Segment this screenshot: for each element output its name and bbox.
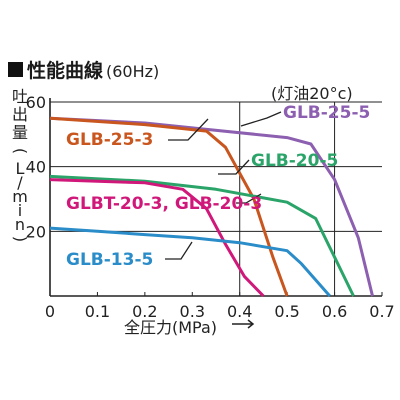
condition-note: (灯油20°c): [271, 84, 353, 103]
x-tick-label: 0.6: [322, 302, 347, 321]
y-axis-label-char: ): [11, 236, 30, 242]
y-axis-label-char: 出: [12, 105, 28, 124]
x-tick-label: 0.1: [85, 302, 110, 321]
y-axis-label-char: n: [15, 215, 25, 234]
series-leader-line: [165, 241, 193, 260]
y-axis-label-char: 吐: [12, 87, 28, 106]
series-leader-line: [218, 159, 250, 175]
y-axis-label-char: 量: [12, 123, 28, 142]
series-leader-line: [240, 111, 282, 127]
x-tick-label: 0.3: [180, 302, 205, 321]
series-label: GLBT-20-3, GLB-20-3: [66, 194, 262, 214]
y-axis-label-char: i: [18, 201, 22, 220]
x-tick-label: 0.7: [369, 302, 394, 321]
y-tick-label: 20: [26, 222, 46, 241]
x-tick-label: 0.2: [132, 302, 157, 321]
y-axis-label-char: (: [11, 148, 30, 154]
x-axis-label: 全圧力(MPa): [124, 318, 217, 337]
y-axis-label-char: m: [12, 187, 28, 206]
x-axis-label-arrow: [232, 319, 255, 329]
x-tick-label: 0.5: [274, 302, 299, 321]
series-label: GLB-25-5: [283, 103, 370, 123]
y-axis-label-char: /: [17, 173, 23, 192]
x-tick-label: 0: [45, 302, 55, 321]
series-line: [49, 116, 374, 297]
series-label: GLB-25-3: [66, 130, 153, 150]
series-line: [49, 178, 265, 298]
x-tick-label: 0.4: [227, 302, 252, 321]
series-line: [49, 174, 355, 297]
chart-title-suffix: (60Hz): [106, 62, 159, 81]
series-label: GLB-20-5: [251, 151, 338, 171]
y-axis-label-char: L: [16, 159, 25, 178]
title-square-icon: [8, 62, 23, 77]
series-leader-line: [168, 118, 209, 141]
series-label: GLB-13-5: [66, 250, 153, 270]
series-line: [49, 226, 331, 297]
series-leader-line: [236, 193, 262, 204]
y-axis-label: 吐出量 ( L/min): [11, 87, 30, 242]
y-tick-label: 60: [26, 93, 46, 112]
y-tick-label: 40: [26, 158, 46, 177]
series-line: [49, 116, 289, 297]
chart-title: 性能曲線: [27, 59, 103, 82]
